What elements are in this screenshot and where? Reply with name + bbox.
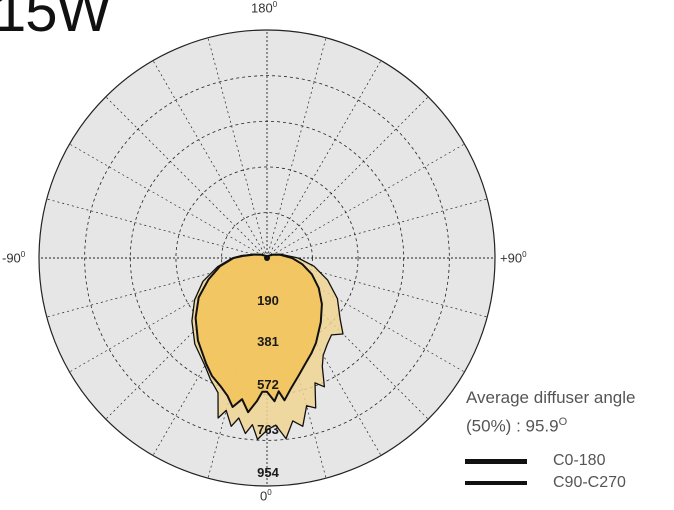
- legend-entry-c0-180: C0-180: [465, 450, 626, 472]
- angular-grid-spoke: [266, 143, 465, 259]
- chart-legend: C0-180 C90-C270: [465, 450, 626, 494]
- angular-grid-spoke: [266, 257, 382, 456]
- angle-label-0: 00: [260, 488, 272, 504]
- radial-tick-label-190: 190: [257, 293, 279, 308]
- polar-center-dot: [264, 255, 270, 261]
- legend-swatch-thick: [465, 458, 527, 464]
- chart-title: 15W: [0, 0, 111, 44]
- angular-grid-spoke: [46, 257, 268, 318]
- angular-grid-spoke: [266, 60, 382, 259]
- average-diffuser-angle: Average diffuser angle (50%) : 95.9O: [466, 386, 636, 439]
- legend-label: C90-C270: [553, 474, 626, 491]
- radial-grid-circle: [84, 75, 450, 441]
- angle-label-minus-90: -900: [2, 250, 26, 266]
- average-angle-line2: (50%) : 95.9O: [466, 416, 568, 436]
- radial-tick-label-954: 954: [257, 465, 279, 480]
- legend-label: C0-180: [553, 452, 606, 469]
- angle-label-180: 1800: [251, 0, 278, 16]
- angular-grid-spoke: [266, 257, 465, 373]
- angular-grid-spoke: [266, 257, 327, 479]
- angle-label-plus-90: +900: [500, 250, 527, 266]
- radial-tick-label-381: 381: [257, 334, 279, 349]
- angular-grid-spoke: [266, 37, 327, 259]
- angular-grid-spoke: [152, 257, 268, 456]
- average-angle-line1: Average diffuser angle: [466, 388, 636, 407]
- radial-grid-circle: [175, 166, 359, 350]
- legend-entry-c90-c270: C90-C270: [465, 472, 626, 494]
- legend-swatch-thin: [465, 481, 527, 485]
- series-c0-180-curve: [194, 253, 323, 414]
- angular-grid-spokes: [39, 30, 495, 486]
- angular-grid-spoke: [266, 257, 429, 420]
- angular-grid-spoke: [266, 257, 488, 318]
- radial-tick-label-763: 763: [257, 422, 279, 437]
- angular-grid-spoke: [152, 60, 268, 259]
- radial-tick-label-572: 572: [257, 377, 279, 392]
